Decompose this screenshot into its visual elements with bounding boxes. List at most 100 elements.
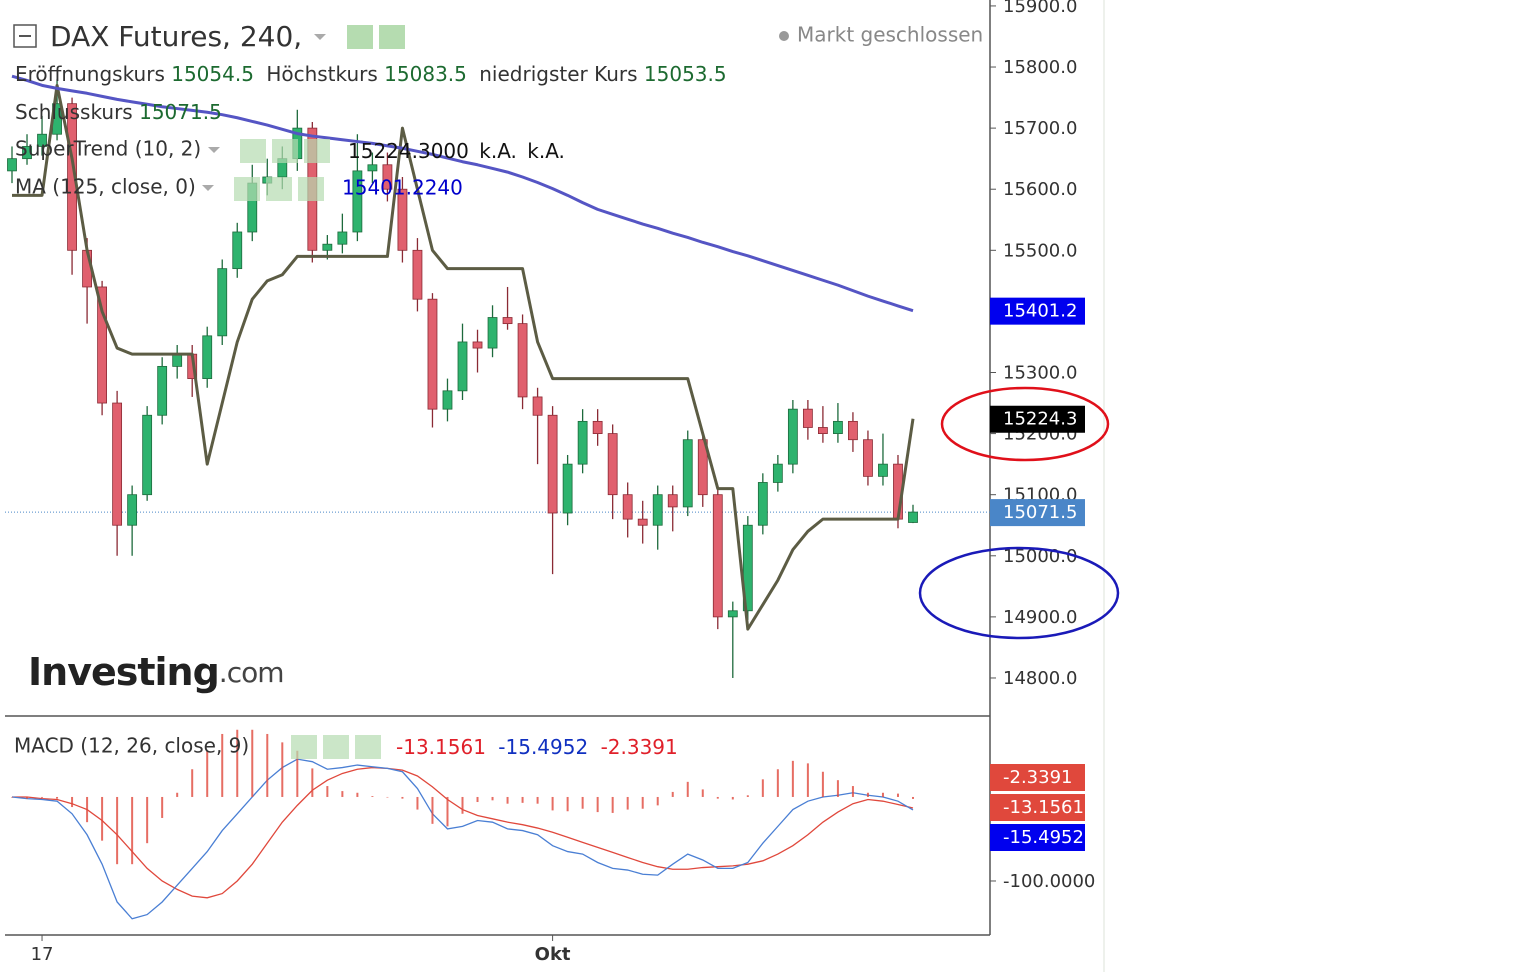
histogram-bar [641, 796, 644, 809]
price-badge [990, 499, 1085, 527]
histogram-bar [836, 780, 839, 797]
candle-body [622, 494, 633, 520]
candle-body [202, 335, 213, 380]
price-badge [990, 794, 1085, 821]
ohlc-value: 15083.5 [384, 62, 467, 86]
indicator-name: MA (125, close, 0) [15, 175, 196, 199]
settings-icon[interactable] [323, 735, 349, 759]
histogram-bar [912, 796, 914, 799]
settings-icon[interactable] [234, 177, 260, 201]
candle-body [562, 463, 573, 514]
y-tick-label: -100.0000 [1003, 871, 1095, 892]
y-tick-label: 14800.0 [1003, 668, 1077, 689]
histogram-bar [326, 786, 329, 797]
indicator-value: -13.1561 [396, 735, 486, 759]
candle-body [442, 390, 453, 410]
histogram-bar [146, 796, 149, 844]
logo: Investing.com [28, 650, 284, 694]
logo-text: Investing [28, 650, 219, 694]
histogram-bar [716, 796, 719, 799]
price-badge-label: -15.4952 [1003, 827, 1084, 848]
candle-body [757, 482, 768, 526]
logo-suffix: .com [219, 656, 284, 689]
histogram-bar [821, 771, 824, 797]
ohlc-label: niedrigster Kurs [479, 62, 637, 86]
histogram-bar [71, 796, 74, 808]
histogram-bar [551, 796, 554, 811]
histogram-bar [851, 786, 854, 797]
histogram-bar [731, 796, 734, 800]
histogram-bar [686, 781, 689, 797]
x-tick-label: Okt [535, 944, 571, 965]
candle-body [37, 133, 47, 147]
candle-body [7, 158, 17, 172]
histogram-bar [11, 796, 13, 798]
remove-icon[interactable] [355, 735, 381, 759]
candle-body [112, 402, 123, 526]
candle-body [802, 408, 813, 428]
candle-body [818, 427, 828, 434]
remove-icon[interactable] [304, 139, 330, 163]
indicator-values: -13.1561 -15.4952 -2.3391 [396, 735, 678, 759]
y-tick-label: 15500.0 [1003, 240, 1077, 261]
settings-icon[interactable] [291, 735, 317, 759]
histogram-bar [161, 796, 164, 818]
histogram-bar [521, 796, 524, 803]
candle-body [97, 286, 107, 404]
candle-body [337, 231, 348, 245]
candle-body [908, 511, 918, 523]
candle-body [472, 341, 483, 349]
settings-icon[interactable] [272, 139, 298, 163]
price-badge-label: 15224.3 [1003, 409, 1077, 430]
histogram-bar [581, 796, 584, 809]
candle-body [532, 396, 543, 416]
ohlc-label: Eröffnungskurs [15, 62, 165, 86]
candle-body [142, 414, 153, 496]
candle-body [727, 610, 738, 618]
collapse-icon[interactable] [13, 24, 37, 48]
histogram-bar [101, 796, 104, 841]
dropdown-icon[interactable] [208, 147, 220, 153]
candle-body [172, 353, 183, 367]
macd-line [11, 758, 914, 920]
remove-icon[interactable] [298, 177, 324, 201]
candle-body [682, 439, 693, 508]
y-tick-label: 15300.0 [1003, 362, 1077, 383]
histogram-bar [671, 791, 674, 797]
indicator-value: 15224.3000 [348, 139, 469, 163]
candle-body [517, 323, 528, 398]
ohlc-value: 15071.5 [139, 100, 222, 124]
histogram-bar [176, 792, 179, 797]
histogram-bar [251, 729, 254, 797]
candle-body [547, 414, 558, 514]
indicator-value: k.A. [479, 139, 517, 163]
histogram-bar [611, 796, 614, 813]
ohlc-label: Schlusskurs [15, 100, 133, 124]
price-badge-label: 15401.2 [1003, 301, 1077, 322]
candle-body [863, 439, 873, 477]
candle-body [833, 420, 843, 434]
histogram-bar [86, 796, 89, 823]
dropdown-icon[interactable] [314, 34, 326, 40]
annotation-circle [940, 386, 1110, 462]
candle-body [397, 188, 408, 251]
candle-body [412, 249, 423, 300]
histogram-bar [221, 733, 224, 797]
settings-icon[interactable] [266, 177, 292, 201]
price-badge-label: -13.1561 [1003, 797, 1084, 818]
candle-body [577, 420, 588, 465]
status-dot [779, 31, 789, 41]
histogram-bar [401, 796, 404, 799]
settings-icon[interactable] [240, 139, 266, 163]
overlay: 15224.3 15401.2 15071.5 -13.1561 -15.4952 -2.… [990, 297, 1085, 851]
settings-icon[interactable] [379, 25, 405, 49]
candle-body [652, 494, 663, 526]
histogram-bar [386, 796, 389, 798]
indicator-line [12, 83, 915, 631]
candle-body [712, 494, 723, 618]
candle-body [848, 420, 858, 441]
dropdown-icon[interactable] [202, 185, 214, 191]
histogram-bar [701, 789, 704, 797]
settings-icon[interactable] [347, 25, 373, 49]
